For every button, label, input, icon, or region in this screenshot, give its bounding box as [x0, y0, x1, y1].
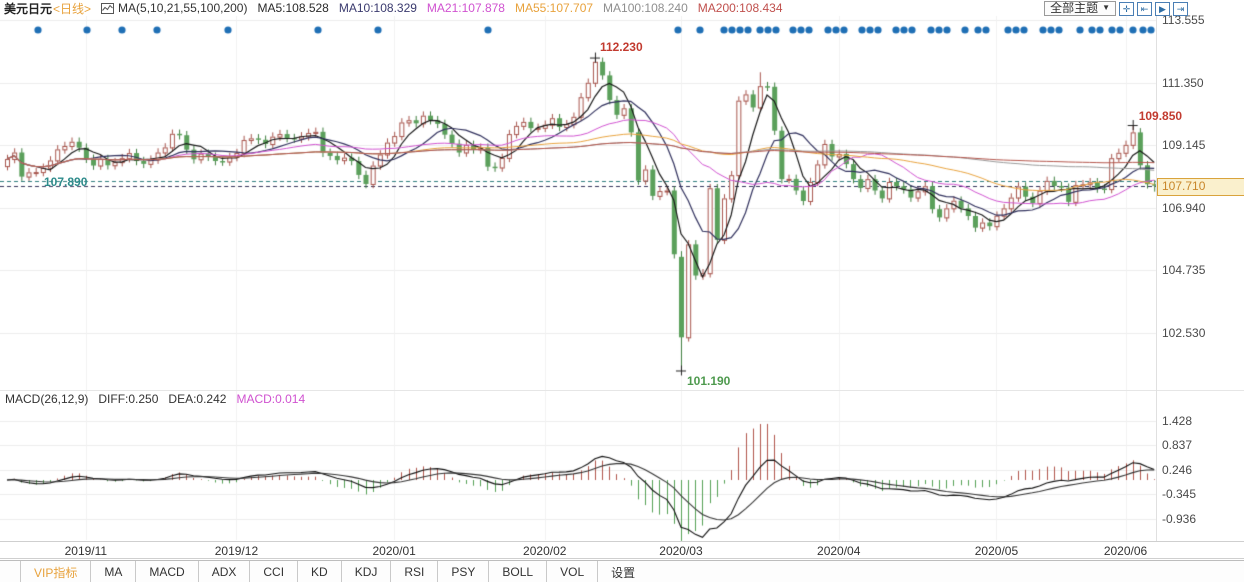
macd-bar-value: MACD:0.014 [236, 392, 306, 406]
macd-axis-tick-2: 0.246 [1162, 462, 1193, 477]
time-axis-label-0: 2019/11 [64, 544, 108, 558]
price-axis-tick-3: 106.940 [1162, 200, 1206, 215]
macd-axis-tick-3: -0.345 [1162, 487, 1197, 502]
ma-readout-0: MA5:108.528 [257, 1, 329, 15]
time-axis-label-1: 2019/12 [214, 544, 259, 558]
time-axis-label-6: 2020/05 [974, 544, 1019, 558]
ma-readout-3: MA55:107.707 [514, 1, 594, 15]
price-axis-tick-0: 113.555 [1162, 13, 1205, 27]
chart-header: 美元日元 <日线> MA(5,10,21,55,100,200) MA5:108… [0, 0, 1244, 16]
indicator-tab-VIP指标[interactable]: VIP指标 [21, 561, 92, 582]
pan-right-icon[interactable]: ⇥ [1173, 1, 1188, 16]
indicator-tab-MA[interactable]: MA [91, 561, 137, 582]
indicator-tab-KDJ[interactable]: KDJ [342, 561, 392, 582]
indicator-toolbar: VIP指标 MA MACD ADX CCI KD KDJ RSI PSY BOLL VOL 设置 [0, 560, 1244, 582]
line-chart-icon [101, 2, 115, 14]
chevron-down-icon: ▼ [1102, 3, 1110, 12]
macd-axis-tick-1: 0.837 [1162, 438, 1193, 453]
scale-left-icon[interactable]: ⇤ [1137, 1, 1152, 16]
price-axis-tick-4: 104.735 [1162, 263, 1206, 277]
macd-axis-tick-4: -0.936 [1162, 511, 1197, 526]
symbol-title: 美元日元 [4, 1, 53, 16]
ma-readout-5: MA200:108.434 [697, 1, 783, 15]
macd-dea-value: DEA:0.242 [168, 392, 227, 406]
time-axis-bottom-border [0, 558, 1244, 559]
left-ref-label: 107.890 [44, 174, 88, 189]
theme-dropdown[interactable]: 全部主题 ▼ [1044, 0, 1116, 16]
macd-diff-value: DIFF:0.250 [98, 392, 159, 406]
ma-readouts: MA5:108.528 MA10:108.329 MA21:107.878 MA55:… [247, 1, 782, 15]
panel-divider [0, 390, 1244, 391]
price-axis-tick-1: 111.350 [1162, 75, 1204, 90]
period-label: <日线> [53, 1, 92, 16]
feb-high-label: 112.230 [599, 39, 643, 54]
price-axis-tick-5: 102.530 [1162, 325, 1206, 340]
indicator-tab-ADX[interactable]: ADX [199, 561, 251, 582]
header-controls: 全部主题 ▼ ✛ ⇤ ▶ ⇥ [1044, 0, 1188, 16]
indicator-tab-CCI[interactable]: CCI [250, 561, 299, 582]
indicator-tab-BOLL[interactable]: BOLL [489, 561, 548, 582]
indicator-tab-MACD[interactable]: MACD [136, 561, 199, 582]
crosshair-move-icon[interactable]: ✛ [1119, 1, 1134, 16]
macd-axis-tick-0: 1.428 [1162, 413, 1193, 428]
chart-tool-buttons: ✛ ⇤ ▶ ⇥ [1116, 1, 1188, 16]
indicator-tab-VOL[interactable]: VOL [547, 561, 599, 582]
price-axis-border [1156, 16, 1157, 541]
indicator-tab-KD[interactable]: KD [298, 561, 342, 582]
indicator-tab-设置[interactable]: 设置 [611, 565, 636, 580]
jun-high-label: 109.850 [1138, 109, 1183, 124]
macd-params-label: MACD(26,12,9) [5, 392, 89, 406]
ma-readout-4: MA100:108.240 [603, 1, 688, 15]
play-forward-icon[interactable]: ▶ [1155, 1, 1170, 16]
ma-settings-label: MA(5,10,21,55,100,200) [118, 1, 248, 15]
ma-readout-2: MA21:107.878 [426, 1, 505, 15]
ma-readout-1: MA10:108.329 [338, 1, 417, 15]
time-axis-label-2: 2020/01 [372, 544, 416, 558]
macd-indicator-header: MACD(26,12,9) DIFF:0.250 DEA:0.242 MACD:… [5, 392, 315, 408]
indicator-tab-RSI[interactable]: RSI [391, 561, 439, 582]
toolbar-spacer [0, 561, 21, 582]
time-axis-label-7: 2020/06 [1103, 544, 1148, 558]
indicator-tab-PSY[interactable]: PSY [438, 561, 490, 582]
mar-low-label: 101.190 [686, 374, 731, 389]
time-axis-label-5: 2020/04 [817, 544, 861, 558]
current-price-tag: 107.710 [1157, 177, 1244, 196]
time-axis-label-4: 2020/03 [659, 544, 703, 558]
price-axis-tick-2: 109.145 [1162, 138, 1206, 152]
time-axis-top-border [0, 541, 1244, 542]
theme-dropdown-label: 全部主题 [1050, 1, 1099, 15]
time-axis-label-3: 2020/02 [523, 544, 567, 558]
